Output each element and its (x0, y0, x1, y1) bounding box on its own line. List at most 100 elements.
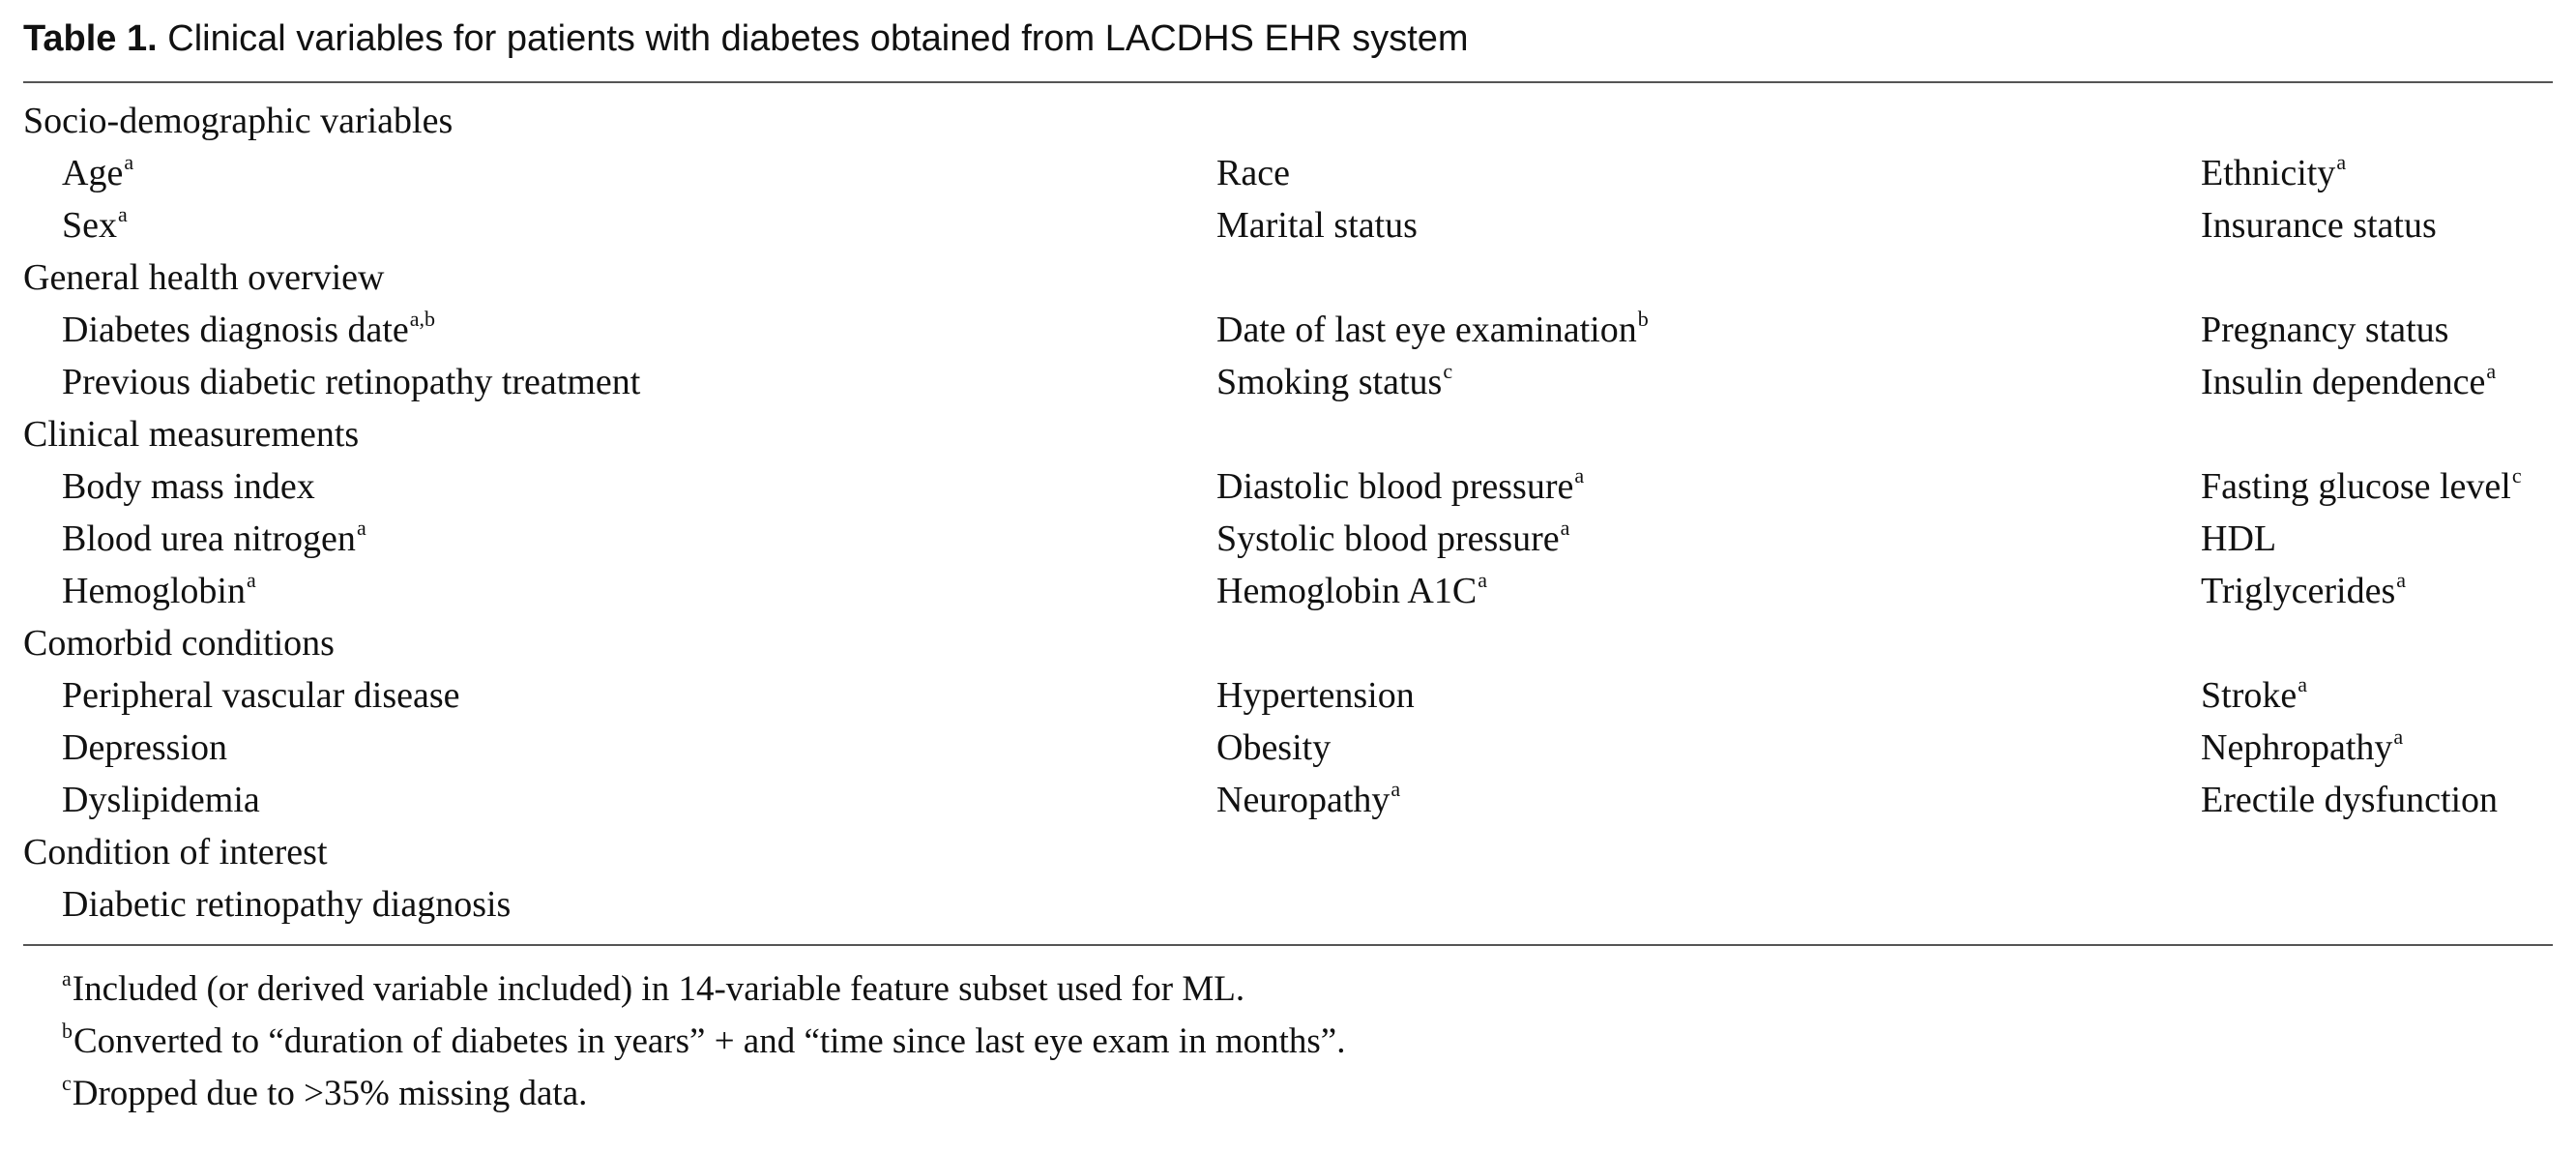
variable-name: Fasting glucose level (2201, 466, 2511, 507)
group-header-row: Clinical measurements (23, 408, 2553, 460)
table-bottom-rule (23, 944, 2553, 946)
table-top-rule (23, 81, 2553, 83)
variable-cell: Pregnancy status (2201, 304, 2553, 356)
variables-table: Socio-demographic variables Agea Race Ethni… (23, 95, 2553, 931)
table-caption-text: Clinical variables for patients with dia… (157, 18, 1469, 59)
variable-cell (1216, 878, 2201, 931)
group-header-row: Socio-demographic variables (23, 95, 2553, 147)
footnote-mark: c (62, 1070, 72, 1095)
table-row: Hemoglobina Hemoglobin A1Ca Triglyceridesa (23, 565, 2553, 617)
variable-name: Age (62, 153, 124, 193)
variable-cell: Triglyceridesa (2201, 565, 2553, 617)
variable-name: Previous diabetic retinopathy treatment (62, 362, 641, 402)
variable-cell: Marital status (1216, 199, 2201, 251)
variable-name: Insulin dependence (2201, 362, 2486, 402)
variable-name: Triglycerides (2201, 571, 2396, 611)
footnote-marker: a (2486, 359, 2497, 384)
variable-name: Race (1216, 153, 1290, 193)
table-footnotes: aIncluded (or derived variable included)… (23, 963, 2553, 1120)
variable-cell: Hemoglobin A1Ca (1216, 565, 2201, 617)
variable-cell: Previous diabetic retinopathy treatment (23, 356, 1216, 408)
group-title: General health overview (23, 257, 385, 298)
variable-cell: Race (1216, 147, 2201, 199)
variable-name: Depression (62, 727, 227, 768)
variable-name: Body mass index (62, 466, 315, 507)
variable-cell: Agea (23, 147, 1216, 199)
footnote: cDropped due to >35% missing data. (23, 1068, 2553, 1120)
variables-table-body: Socio-demographic variables Agea Race Ethni… (23, 95, 2553, 931)
variable-name: Stroke (2201, 675, 2298, 716)
variable-name: Dyslipidemia (62, 780, 260, 820)
table-caption-label: Table 1. (23, 18, 158, 59)
table-row: Diabetic retinopathy diagnosis (23, 878, 2553, 931)
footnote: bConverted to “duration of diabetes in y… (23, 1016, 2553, 1068)
variable-cell: Insulin dependencea (2201, 356, 2553, 408)
group-title: Condition of interest (23, 832, 328, 872)
variable-name: Diastolic blood pressure (1216, 466, 1574, 507)
variable-cell: Ethnicitya (2201, 147, 2553, 199)
footnote-mark: a (62, 965, 72, 990)
variable-name: Neuropathy (1216, 780, 1390, 820)
footnote-marker: a (2393, 724, 2404, 750)
group-title: Comorbid conditions (23, 623, 335, 664)
footnote-marker: c (2511, 463, 2522, 488)
table-figure: Table 1. Clinical variables for patients… (23, 14, 2553, 1120)
footnote-marker: b (1637, 307, 1649, 332)
variable-cell: Peripheral vascular disease (23, 669, 1216, 722)
variable-cell: Hemoglobina (23, 565, 1216, 617)
variable-name: Obesity (1216, 727, 1332, 768)
variable-cell (2201, 878, 2553, 931)
variable-name: Pregnancy status (2201, 310, 2449, 350)
group-header-row: Comorbid conditions (23, 617, 2553, 669)
footnote-mark: b (62, 1018, 73, 1043)
variable-cell: Sexa (23, 199, 1216, 251)
footnote-marker: a (2336, 150, 2347, 175)
variable-name: Hypertension (1216, 675, 1415, 716)
table-row: Blood urea nitrogena Systolic blood press… (23, 513, 2553, 565)
variable-cell: Fasting glucose levelc (2201, 460, 2553, 513)
variable-cell: Neuropathya (1216, 774, 2201, 826)
variable-name: Peripheral vascular disease (62, 675, 460, 716)
footnote-text: Dropped due to >35% missing data. (72, 1074, 588, 1113)
footnote-marker: a,b (409, 307, 436, 332)
footnote-marker: a (2298, 672, 2307, 697)
footnote-marker: a (124, 150, 134, 175)
variable-cell: Hypertension (1216, 669, 2201, 722)
variable-name: Systolic blood pressure (1216, 518, 1560, 559)
table-row: Diabetes diagnosis datea,b Date of last e… (23, 304, 2553, 356)
variable-name: HDL (2201, 518, 2277, 559)
group-header-row: General health overview (23, 251, 2553, 304)
variable-name: Diabetes diagnosis date (62, 310, 409, 350)
group-title: Socio-demographic variables (23, 101, 454, 141)
variable-name: Erectile dysfunction (2201, 780, 2499, 820)
variable-cell: Strokea (2201, 669, 2553, 722)
variable-name: Insurance status (2201, 205, 2437, 246)
variable-cell: Blood urea nitrogena (23, 513, 1216, 565)
footnote-marker: a (356, 516, 366, 541)
variable-cell: Diabetic retinopathy diagnosis (23, 878, 1216, 931)
variable-name: Diabetic retinopathy diagnosis (62, 884, 512, 925)
variable-cell: Nephropathya (2201, 722, 2553, 774)
variable-name: Nephropathy (2201, 727, 2393, 768)
footnote-marker: a (1390, 777, 1401, 802)
variable-name: Blood urea nitrogen (62, 518, 356, 559)
variable-cell: Diabetes diagnosis datea,b (23, 304, 1216, 356)
footnote-text: Converted to “duration of diabetes in ye… (73, 1021, 1346, 1061)
footnote-marker: a (1574, 463, 1585, 488)
variable-name: Hemoglobin A1C (1216, 571, 1478, 611)
footnote-marker: a (246, 568, 256, 593)
table-row: Agea Race Ethnicitya (23, 147, 2553, 199)
variable-name: Ethnicity (2201, 153, 2336, 193)
variable-cell: Body mass index (23, 460, 1216, 513)
group-header-row: Condition of interest (23, 826, 2553, 878)
variable-cell: HDL (2201, 513, 2553, 565)
table-row: Peripheral vascular disease Hypertension S… (23, 669, 2553, 722)
variable-name: Hemoglobin (62, 571, 246, 611)
variable-cell: Date of last eye examinationb (1216, 304, 2201, 356)
variable-name: Marital status (1216, 205, 1418, 246)
footnote: aIncluded (or derived variable included)… (23, 963, 2553, 1016)
variable-cell: Insurance status (2201, 199, 2553, 251)
table-row: Dyslipidemia Neuropathya Erectile dysfunct… (23, 774, 2553, 826)
footnote-text: Included (or derived variable included) … (72, 969, 1245, 1009)
footnote-marker: a (1478, 568, 1487, 593)
